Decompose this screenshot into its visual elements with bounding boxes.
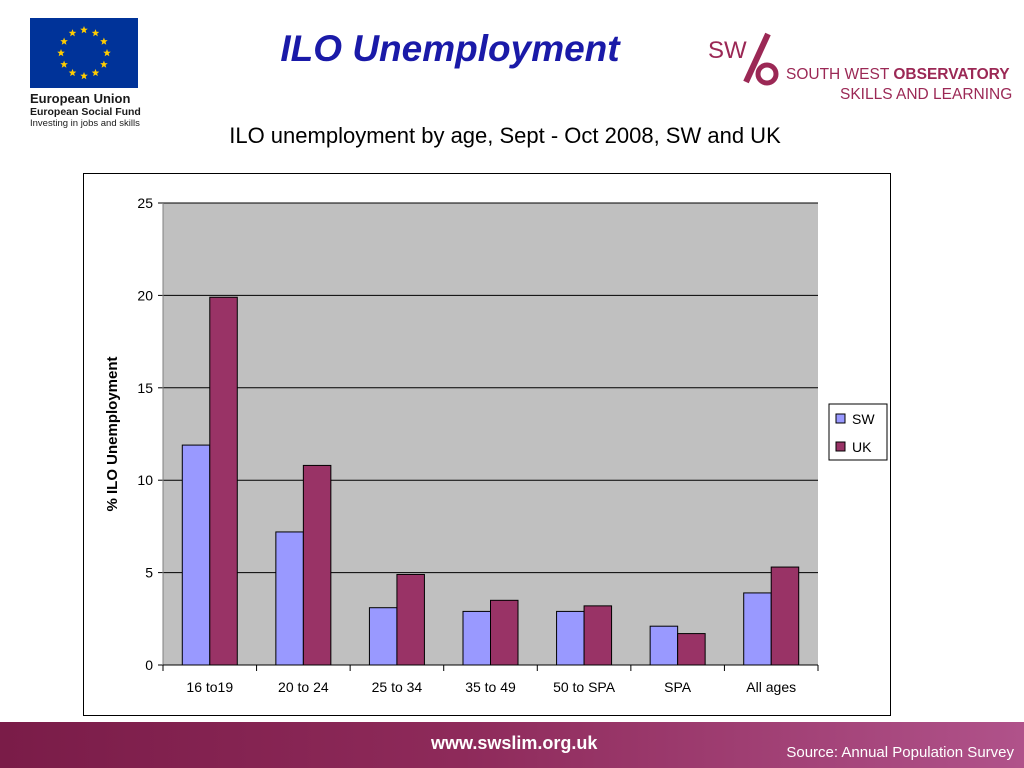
y-axis-label: % ILO Unemployment — [104, 356, 121, 511]
bar-uk — [209, 296, 238, 666]
legend-swatch-sw — [835, 413, 846, 424]
bar-sw — [649, 625, 679, 666]
x-tick-label: All ages — [746, 679, 796, 695]
eu-star-icon — [60, 37, 68, 45]
bar-sw — [743, 592, 772, 666]
bar-uk — [396, 573, 425, 666]
chart-frame: 0 5 10 15 20 25 16 to19 20 to 24 25 to 34 35 to 4… — [83, 173, 891, 716]
bar-uk — [490, 599, 519, 666]
sw-logo-name-bold: OBSERVATORY — [893, 66, 1010, 83]
sw-logo-name-regular: SOUTH WEST — [786, 66, 894, 83]
eu-logo-line1: European Union — [30, 91, 131, 106]
y-tick-label: 15 — [137, 380, 153, 396]
eu-star-icon — [91, 29, 100, 37]
y-tick-label: 20 — [137, 287, 153, 303]
svg-text:SW: SW — [708, 37, 747, 64]
eu-star-icon — [91, 68, 100, 77]
bar-sw — [368, 607, 398, 666]
eu-logo-line2: European Social Fund — [30, 106, 141, 118]
x-tick-label: 35 to 49 — [465, 679, 516, 695]
eu-star-icon — [57, 49, 65, 57]
eu-star-icon — [80, 26, 88, 34]
eu-star-icon — [103, 49, 111, 57]
y-tick-label: 5 — [145, 565, 153, 581]
x-tick-label: 50 to SPA — [553, 679, 616, 695]
eu-star-icon — [80, 72, 88, 80]
bar-sw — [275, 531, 304, 666]
bar-uk — [770, 566, 800, 666]
legend-label-uk: UK — [852, 439, 872, 455]
bar-sw — [462, 610, 491, 666]
eu-logo: European Union European Social Fund Inve… — [30, 18, 160, 129]
sw-logo-name: SOUTH WEST OBSERVATORY — [786, 66, 1010, 84]
eu-star-icon — [100, 37, 108, 45]
bar-uk — [677, 633, 706, 666]
bar-uk — [302, 464, 332, 666]
sw-mark-icon: SW — [708, 32, 779, 86]
plot-area — [163, 203, 818, 665]
eu-star-icon — [60, 60, 68, 68]
footer-bar: www.swslim.org.uk Source: Annual Populat… — [0, 722, 1024, 768]
south-west-observatory-logo: SW SOUTH WEST OBSERVATORY SKILLS AND LEA… — [706, 30, 1012, 105]
footer-url-link[interactable]: www.swslim.org.uk — [431, 733, 598, 753]
x-tick-label: 20 to 24 — [278, 679, 329, 695]
x-tick-label: 16 to19 — [186, 679, 233, 695]
legend-label-sw: SW — [852, 411, 875, 427]
bar-uk — [583, 605, 613, 666]
x-tick-label: 25 to 34 — [372, 679, 423, 695]
x-tick-label: SPA — [664, 679, 692, 695]
page-title: ILO Unemployment — [280, 28, 620, 69]
bar-sw — [181, 444, 211, 666]
bar-sw — [556, 610, 585, 666]
eu-star-icon — [68, 29, 77, 37]
chart-title: ILO unemployment by age, Sept - Oct 2008… — [229, 123, 781, 148]
y-tick-label: 0 — [145, 657, 153, 673]
footer-source: Source: Annual Population Survey — [786, 744, 1014, 761]
legend-swatch-uk — [835, 441, 846, 452]
y-tick-label: 10 — [137, 472, 153, 488]
eu-flag-icon — [30, 18, 138, 88]
eu-logo-line3: Investing in jobs and skills — [30, 118, 140, 129]
sw-logo-subtitle: SKILLS AND LEARNING — [840, 86, 1013, 103]
eu-star-icon — [68, 68, 77, 77]
bar-chart: 0 5 10 15 20 25 16 to19 20 to 24 25 to 34 35 to 4… — [104, 195, 888, 695]
y-tick-label: 25 — [137, 195, 153, 211]
eu-star-icon — [100, 60, 108, 68]
